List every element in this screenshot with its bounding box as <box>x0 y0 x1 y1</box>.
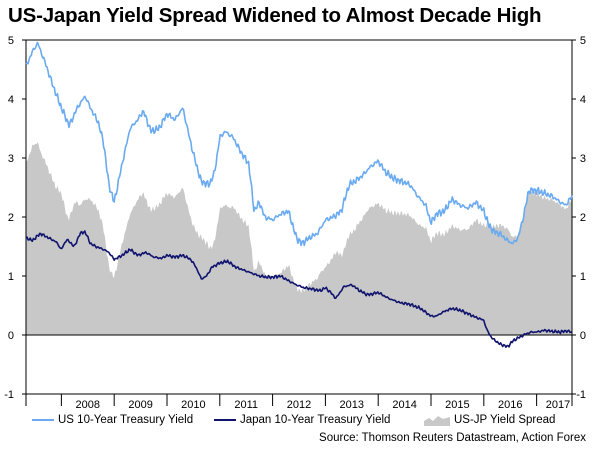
legend-label-spread: US-JP Yield Spread <box>454 414 556 426</box>
y-tick-label-right: 5 <box>580 35 586 47</box>
legend-item-spread: US-JP Yield Spread <box>424 414 555 426</box>
x-tick-label: 2016 <box>498 399 522 411</box>
y-tick-label-right: 4 <box>580 94 586 106</box>
spread-area-layer <box>26 142 572 335</box>
tick-label-layer: -1 -1 0 0 1 1 2 2 3 3 4 4 5 5 2008 2009 2010 2011 2012 2013… <box>4 35 586 411</box>
legend-swatch-japan-yield <box>214 419 236 421</box>
y-tick-label-right: 0 <box>580 330 586 342</box>
axis-layer <box>22 39 576 406</box>
legend-swatch-spread <box>424 414 450 426</box>
x-tick-label: 2015 <box>445 399 469 411</box>
legend-label-japan-yield: Japan 10-Year Treasury Yield <box>240 414 391 426</box>
y-tick-label-left: 1 <box>8 271 14 283</box>
legend-swatch-us-yield <box>32 419 54 421</box>
x-tick-label: 2014 <box>392 399 416 411</box>
y-tick-label-left: 3 <box>8 153 14 165</box>
y-tick-label-left: 4 <box>8 94 14 106</box>
legend-item-japan-yield: Japan 10-Year Treasury Yield <box>214 414 390 426</box>
x-tick-label: 2012 <box>287 399 311 411</box>
plot-frame <box>25 39 573 395</box>
spread-area <box>26 142 572 335</box>
chart-title: US-Japan Yield Spread Widened to Almost … <box>8 4 542 27</box>
x-tick-label: 2011 <box>234 399 258 411</box>
y-tick-label-right: 1 <box>580 271 586 283</box>
y-tick-label-left: 2 <box>8 212 14 224</box>
x-tick-label: 2013 <box>340 399 364 411</box>
source-note: Source: Thomson Reuters Datastream, Acti… <box>319 432 586 444</box>
legend-item-us-yield: US 10-Year Treasury Yield <box>32 414 193 426</box>
x-tick-label: 2010 <box>181 399 205 411</box>
us-yield-line <box>25 41 573 247</box>
series-line-layer <box>25 41 573 348</box>
y-tick-label-right: 2 <box>580 212 586 224</box>
x-tick-label: 2008 <box>76 399 100 411</box>
y-tick-label-right: 3 <box>580 153 586 165</box>
x-tick-label: 2009 <box>128 399 152 411</box>
y-tick-label-right: -1 <box>576 389 586 401</box>
y-tick-label-left: 5 <box>8 35 14 47</box>
x-tick-label: 2017 <box>546 399 570 411</box>
y-tick-label-left: -1 <box>4 389 14 401</box>
y-tick-label-left: 0 <box>8 330 14 342</box>
chart-legend: US 10-Year Treasury Yield Japan 10-Year … <box>0 414 600 434</box>
legend-label-us-yield: US 10-Year Treasury Yield <box>58 414 194 426</box>
japan-yield-line <box>25 230 573 348</box>
